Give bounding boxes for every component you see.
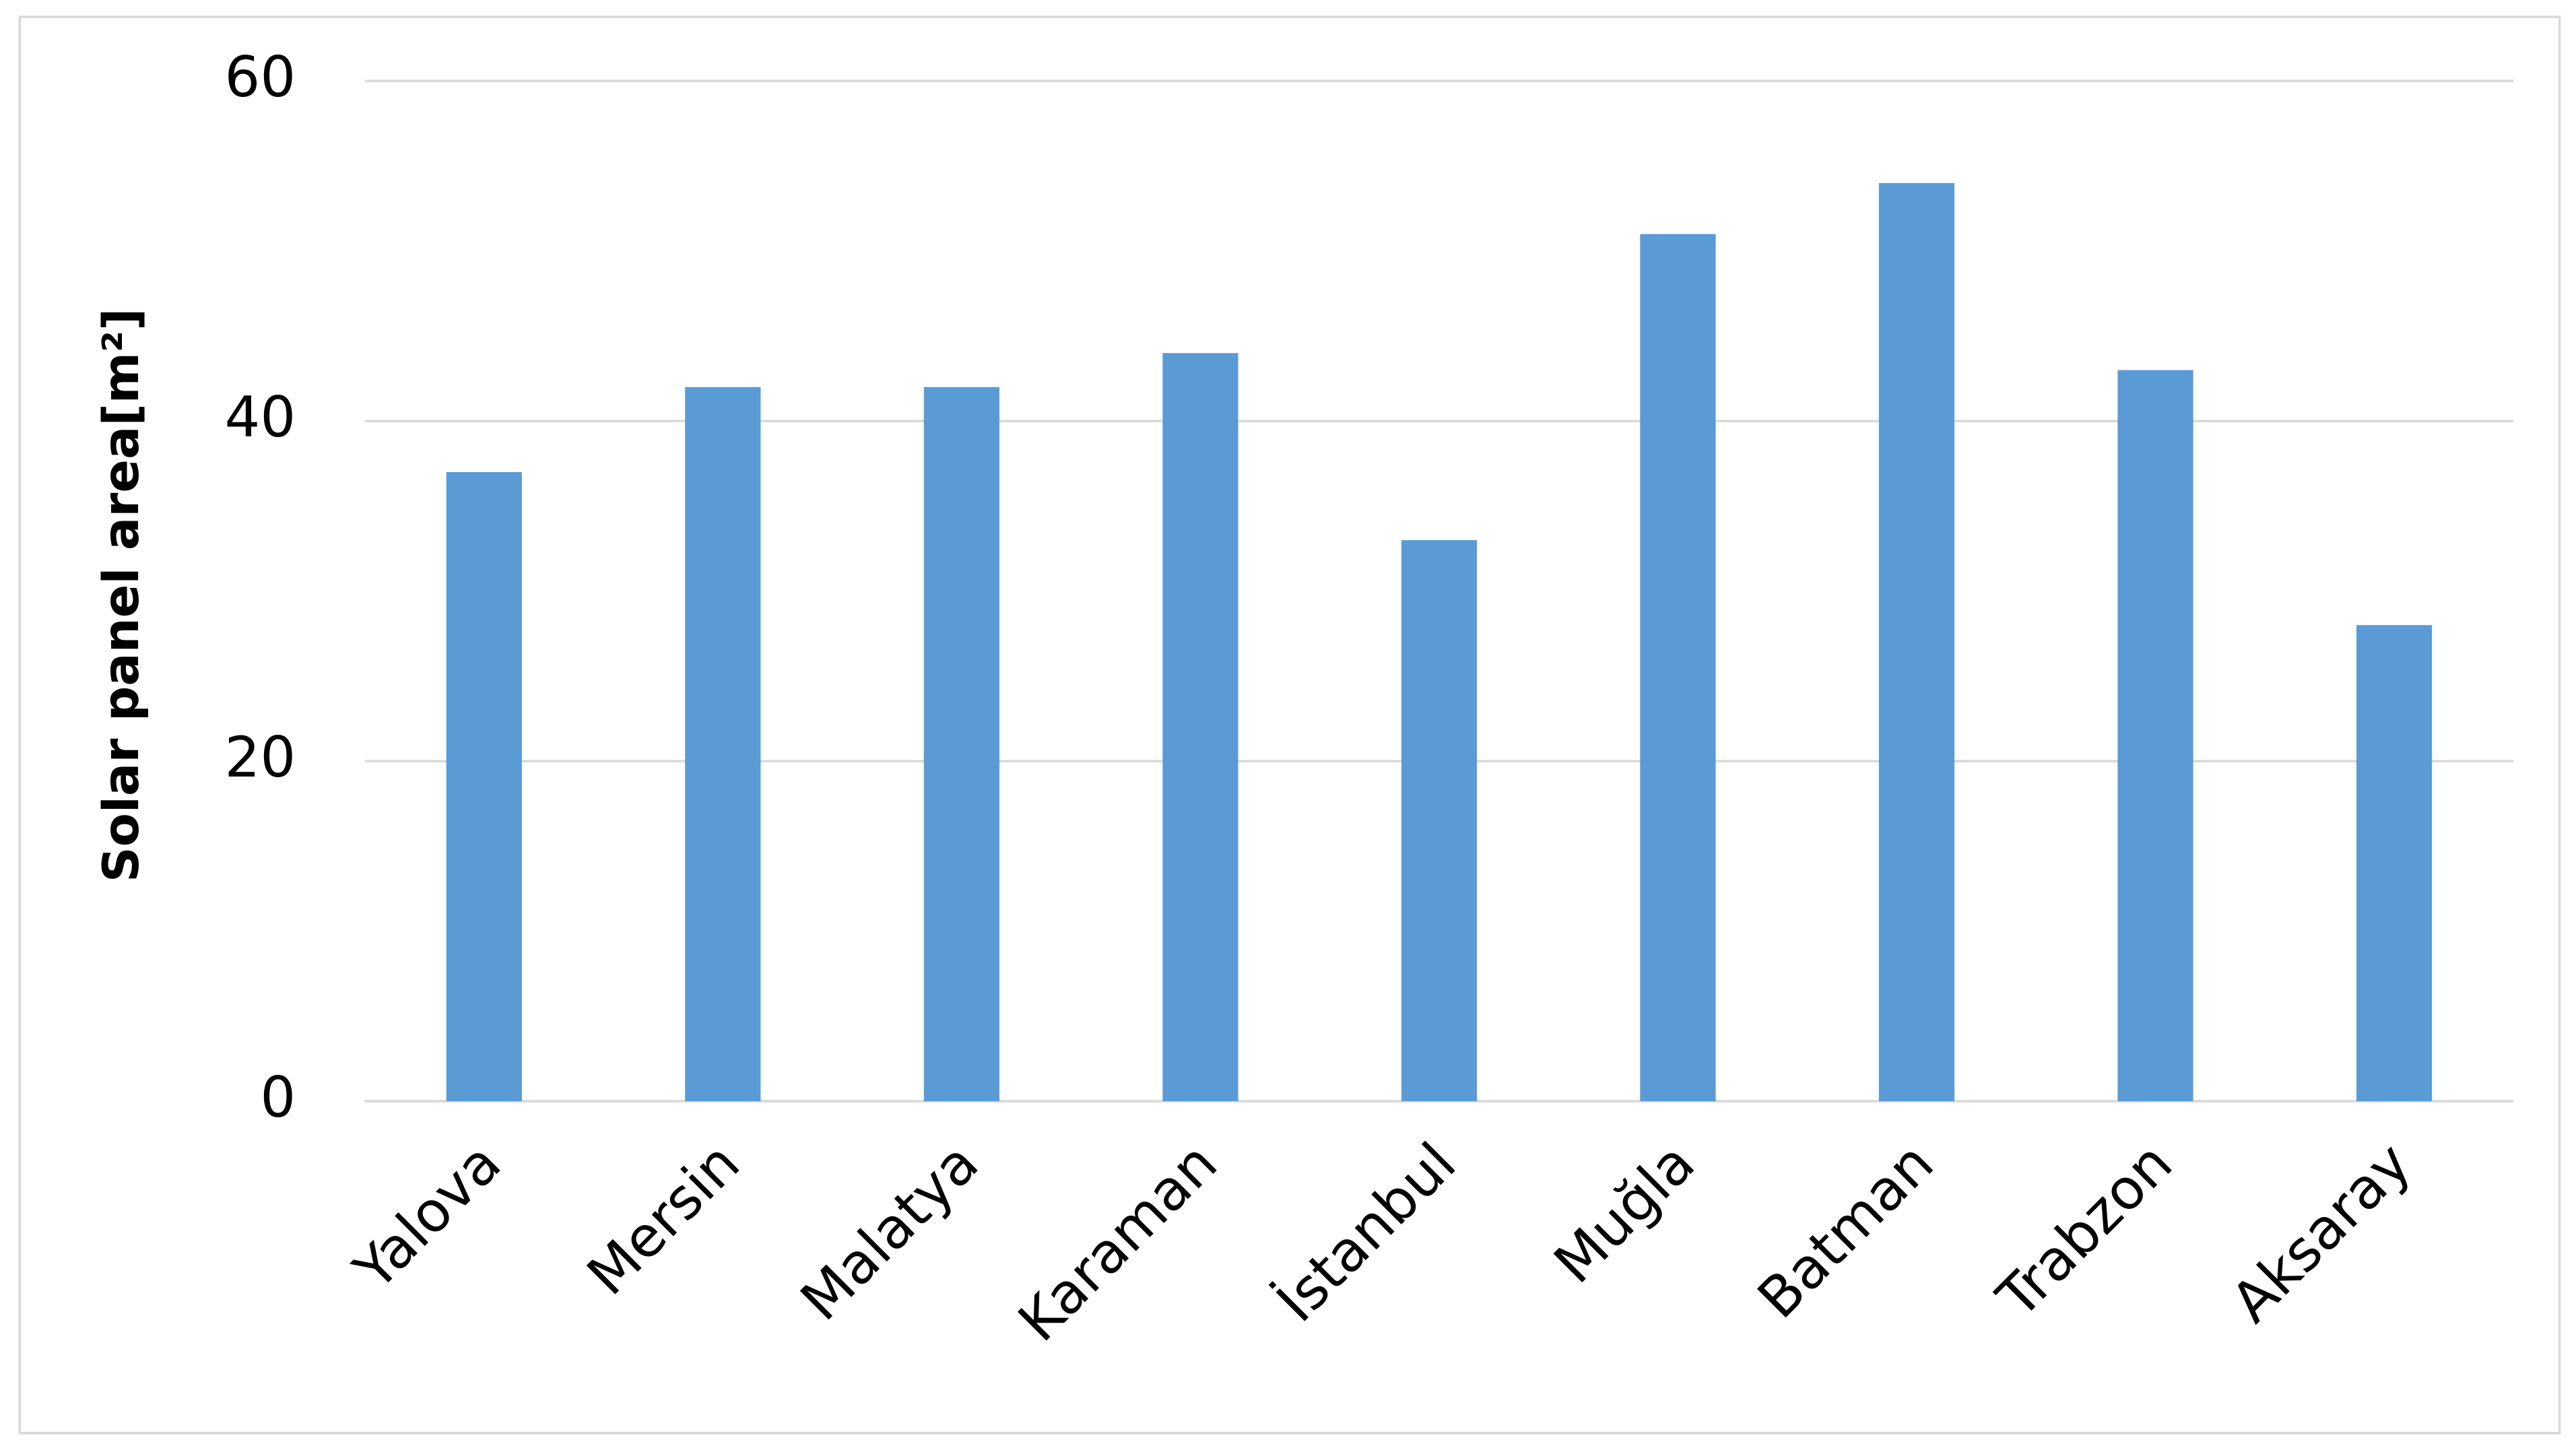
bar bbox=[1401, 539, 1478, 1102]
bar bbox=[2117, 370, 2193, 1102]
y-axis-label: Solar panel area[m²] bbox=[93, 308, 150, 882]
bar bbox=[2356, 625, 2433, 1102]
bar bbox=[1640, 234, 1716, 1102]
bar bbox=[923, 387, 999, 1102]
bar bbox=[446, 471, 522, 1102]
y-tick-label: 40 bbox=[225, 385, 296, 450]
y-tick-label: 20 bbox=[225, 725, 296, 790]
y-tick-label: 0 bbox=[260, 1065, 296, 1130]
y-tick-label: 60 bbox=[225, 44, 296, 110]
bar bbox=[1878, 183, 1955, 1102]
bar bbox=[685, 387, 761, 1102]
bar bbox=[1162, 353, 1239, 1102]
